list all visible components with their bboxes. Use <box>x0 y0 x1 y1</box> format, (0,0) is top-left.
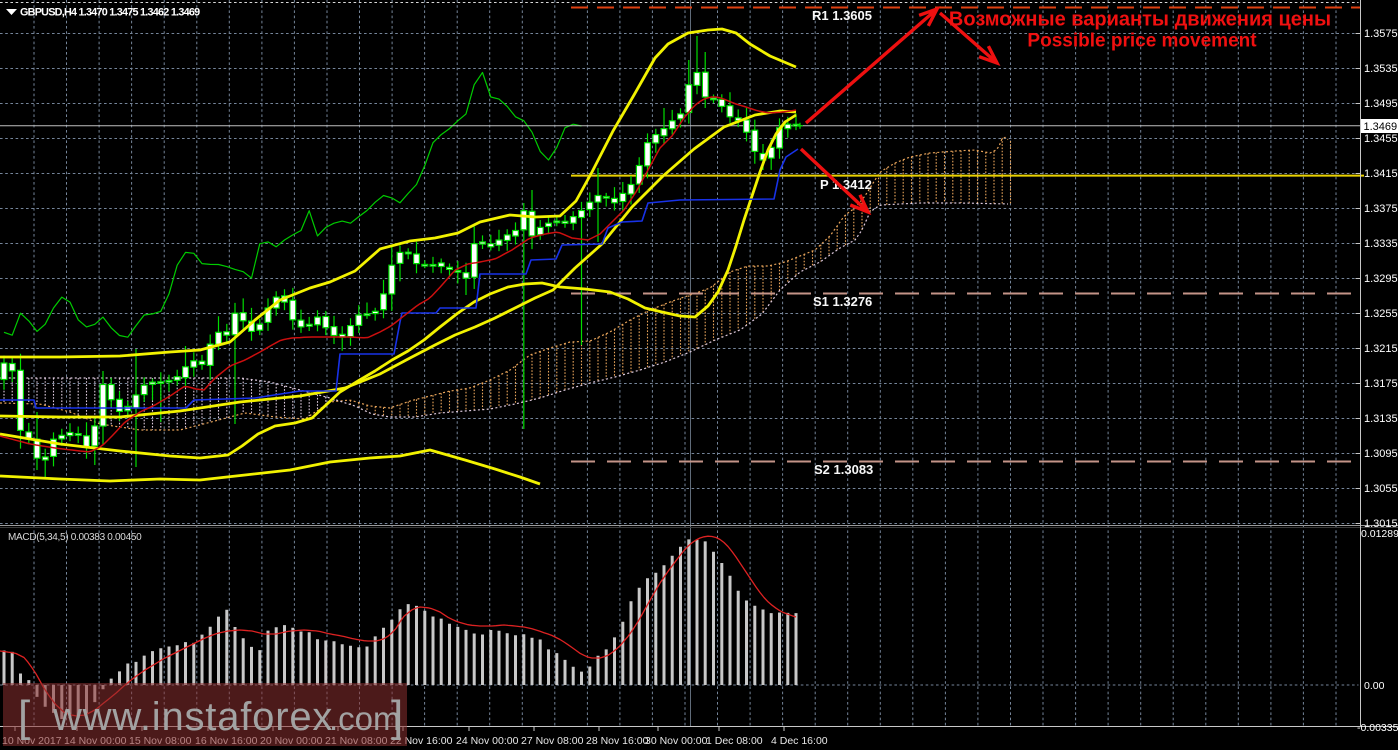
svg-text:30 Nov 00:00: 30 Nov 00:00 <box>645 735 708 747</box>
svg-text:1.3335: 1.3335 <box>1364 238 1398 250</box>
svg-text:1.3255: 1.3255 <box>1364 308 1398 320</box>
svg-text:]: ] <box>391 692 403 741</box>
svg-text:1.3135: 1.3135 <box>1364 413 1398 425</box>
svg-text:1.3175: 1.3175 <box>1364 378 1398 390</box>
svg-text:[: [ <box>18 692 30 741</box>
svg-text:1.3015: 1.3015 <box>1364 518 1398 530</box>
svg-text:Possible price movement: Possible price movement <box>1027 31 1257 52</box>
svg-text:4 Dec 16:00: 4 Dec 16:00 <box>771 735 828 747</box>
svg-text:R1 1.3605: R1 1.3605 <box>812 8 872 23</box>
svg-text:S2 1.3083: S2 1.3083 <box>814 462 873 477</box>
svg-text:Возможные варианты движения це: Возможные варианты движения цены <box>949 9 1331 31</box>
svg-text:www.instaforex: www.instaforex <box>52 695 333 739</box>
svg-text:0.01289: 0.01289 <box>1361 528 1398 540</box>
svg-text:1.3455: 1.3455 <box>1364 133 1398 145</box>
svg-text:0.00: 0.00 <box>1364 680 1385 692</box>
svg-text:1.3535: 1.3535 <box>1364 63 1398 75</box>
svg-text:1.3375: 1.3375 <box>1364 203 1398 215</box>
svg-text:GBPUSD,H4 1.3470 1.3475 1.346: GBPUSD,H4 1.3470 1.3475 1.3462 1.3469 <box>20 7 200 19</box>
svg-text:1.3295: 1.3295 <box>1364 273 1398 285</box>
svg-text:28 Nov 16:00: 28 Nov 16:00 <box>586 735 649 747</box>
svg-text:1.3575: 1.3575 <box>1364 28 1398 40</box>
svg-text:1.3095: 1.3095 <box>1364 448 1398 460</box>
svg-text:1 Dec 08:00: 1 Dec 08:00 <box>706 735 763 747</box>
svg-text:.com: .com <box>329 700 401 737</box>
svg-text:24 Nov 00:00: 24 Nov 00:00 <box>456 735 519 747</box>
svg-text:1.3215: 1.3215 <box>1364 343 1398 355</box>
svg-text:S1 1.3276: S1 1.3276 <box>813 294 872 309</box>
svg-text:27 Nov 08:00: 27 Nov 08:00 <box>521 735 584 747</box>
svg-text:1.3055: 1.3055 <box>1364 483 1398 495</box>
svg-text:-0.00335: -0.00335 <box>1357 722 1398 734</box>
svg-text:1.3415: 1.3415 <box>1364 168 1398 180</box>
svg-text:MACD(5,34,5) 0.00383 0.00450: MACD(5,34,5) 0.00383 0.00450 <box>8 532 142 543</box>
svg-text:1.3495: 1.3495 <box>1364 98 1398 110</box>
svg-text:1.3469: 1.3469 <box>1364 121 1398 133</box>
